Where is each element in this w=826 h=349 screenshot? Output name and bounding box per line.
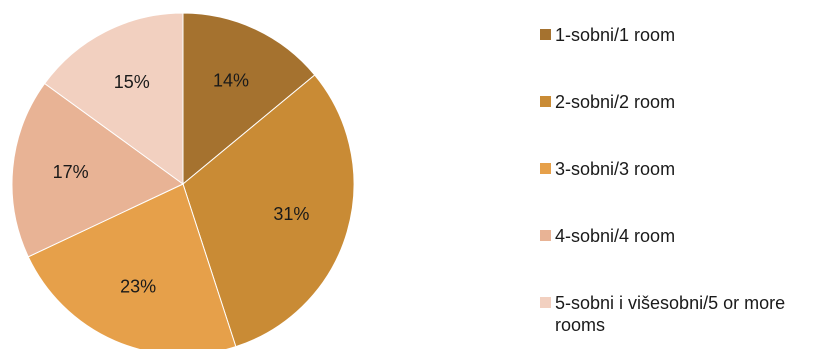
data-label-slice-4: 17% xyxy=(53,162,89,182)
legend-swatch-2-room xyxy=(540,96,551,107)
pie-slice-1 xyxy=(182,12,316,186)
legend-label-3-room: 3-sobni/3 room xyxy=(555,159,676,179)
legend-swatch-4-room xyxy=(540,230,551,241)
data-label-slice-5: 15% xyxy=(114,72,150,92)
pie-slice-3 xyxy=(27,183,237,349)
legend-swatch-1-room xyxy=(540,29,551,40)
legend: 1-sobni/1 room 2-sobni/2 room 3-sobni/3 … xyxy=(540,0,826,349)
legend-item-1-room: 1-sobni/1 room xyxy=(540,24,825,46)
legend-item-5-or-more-rooms: 5-sobni i višesobni/5 or more rooms xyxy=(540,292,825,336)
pie-slice-5 xyxy=(43,12,184,185)
data-label-slice-3: 23% xyxy=(120,276,156,296)
data-label-slice-2: 31% xyxy=(273,204,309,224)
pie-slice-2 xyxy=(182,74,355,348)
legend-swatch-5-or-more-rooms xyxy=(540,297,551,308)
pie-slices xyxy=(11,12,355,349)
pie-data-labels: 14% 31% 23% 17% 15% xyxy=(53,71,310,297)
legend-swatch-3-room xyxy=(540,163,551,174)
legend-label-2-room: 2-sobni/2 room xyxy=(555,92,676,112)
data-label-slice-1: 14% xyxy=(213,71,249,91)
legend-label-4-room: 4-sobni/4 room xyxy=(555,226,676,246)
legend-label-1-room: 1-sobni/1 room xyxy=(555,25,676,45)
legend-label-5-or-more-rooms: 5-sobni i višesobni/5 or more rooms xyxy=(555,293,786,335)
legend-item-2-room: 2-sobni/2 room xyxy=(540,91,825,113)
legend-item-4-room: 4-sobni/4 room xyxy=(540,225,825,247)
legend-item-3-room: 3-sobni/3 room xyxy=(540,158,825,180)
pie-slice-4 xyxy=(11,82,184,258)
